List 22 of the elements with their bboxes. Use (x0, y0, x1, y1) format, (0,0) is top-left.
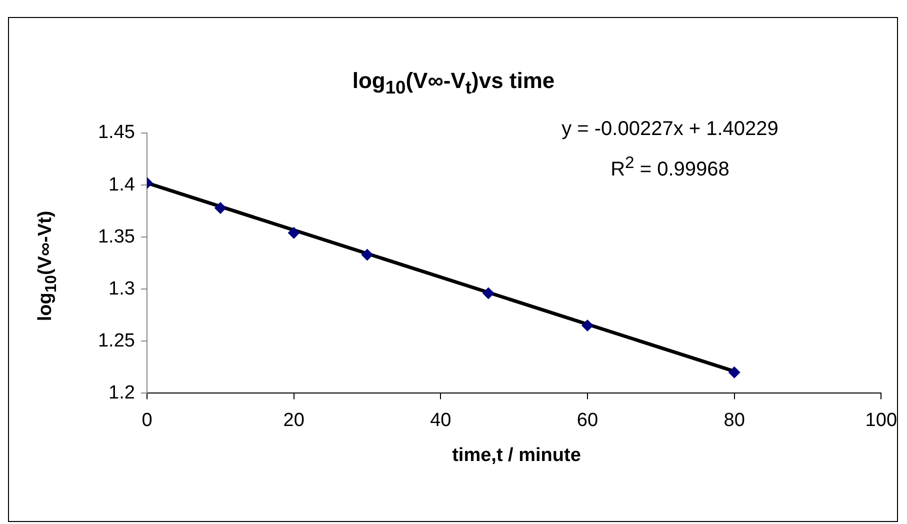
y-tick-label: 1.25 (98, 330, 135, 352)
point (581, 320, 594, 332)
point (288, 226, 300, 239)
chart-title: log$_{10}$(V∞-V$_{t}$)vs time (351, 68, 556, 98)
point (482, 287, 494, 300)
y-tick-label: 1.35 (98, 226, 135, 248)
x-tick-label: 20 (283, 410, 304, 431)
x-axis-title: time,t / minute (451, 445, 582, 467)
x-tick-label: 100 (865, 410, 897, 431)
annotation: y = -0.00227x + 1.40229 (560, 118, 780, 141)
x-tick-label: 60 (576, 410, 598, 431)
x-tick-label: 80 (724, 410, 745, 431)
point (361, 248, 374, 261)
y-tick-label: 1.45 (98, 122, 135, 144)
y-tick-label: 1.3 (108, 278, 135, 300)
x-tick-label: 0 (142, 410, 152, 431)
y-tick-label: 1.4 (108, 174, 136, 196)
point (728, 366, 740, 378)
x-tick-label: 40 (430, 410, 452, 431)
point (214, 202, 226, 214)
y-tick-label: 1.2 (108, 382, 135, 404)
annotation: R$^{2}$ = 0.99968 (610, 153, 730, 182)
